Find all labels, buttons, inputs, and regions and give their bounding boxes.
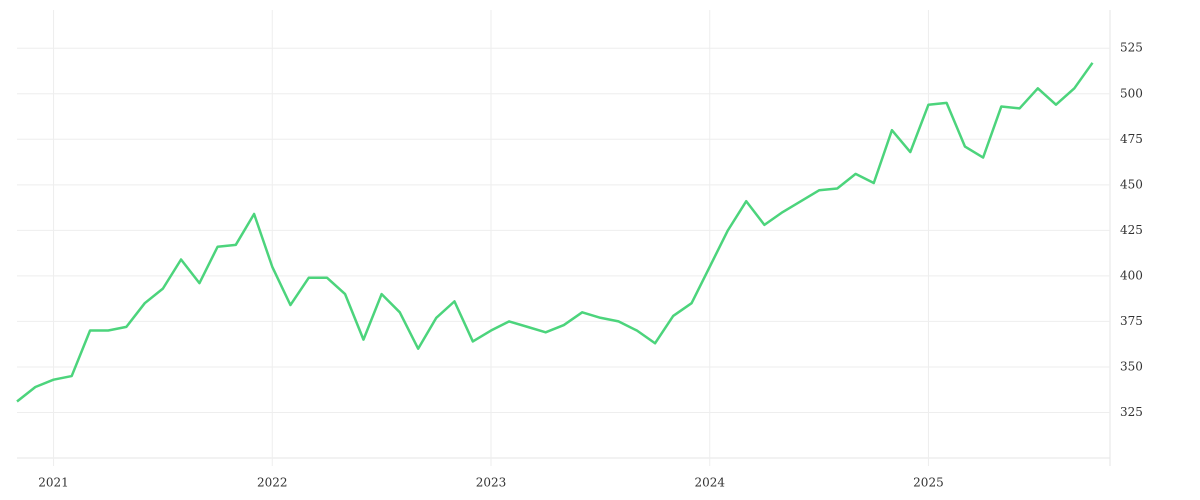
y-tick-label: 525 xyxy=(1120,41,1143,55)
x-tick-label: 2022 xyxy=(257,476,288,490)
y-tick-label: 425 xyxy=(1120,223,1143,237)
y-tick-label: 350 xyxy=(1120,359,1143,373)
x-tick-label: 2025 xyxy=(913,476,944,490)
y-tick-label: 475 xyxy=(1120,132,1143,146)
data-line xyxy=(16,62,1094,403)
y-tick-label: 400 xyxy=(1120,268,1143,282)
x-tick-label: 2021 xyxy=(38,476,69,490)
x-tick-label: 2024 xyxy=(694,476,725,490)
y-tick-label: 450 xyxy=(1120,177,1143,191)
y-tick-label: 325 xyxy=(1120,405,1143,419)
y-tick-label: 375 xyxy=(1120,314,1143,328)
y-tick-label: 500 xyxy=(1120,86,1143,100)
x-tick-label: 2023 xyxy=(476,476,507,490)
